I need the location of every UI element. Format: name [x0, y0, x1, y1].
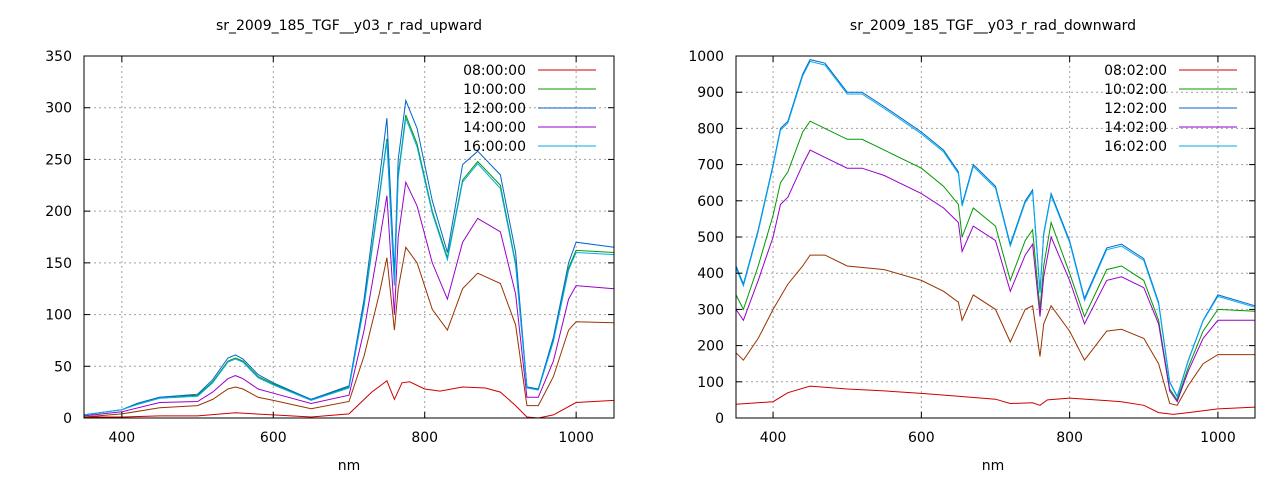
series-line-4: [83, 117, 615, 416]
series-line-3: [735, 149, 1255, 403]
y-tick-label: 50: [54, 359, 72, 375]
y-tick-label: 250: [45, 152, 72, 168]
legend-label: 14:00:00: [463, 120, 526, 136]
x-tick-label: 400: [760, 430, 787, 446]
legend-label: 10:02:00: [1104, 82, 1167, 98]
series-line-5: [735, 254, 1255, 406]
y-tick-label: 150: [45, 256, 72, 272]
y-tick-label: 600: [697, 194, 724, 210]
x-axis-label: nm: [338, 458, 361, 474]
series-line-0: [735, 385, 1256, 415]
y-tick-label: 1000: [688, 49, 724, 65]
chart-title: sr_2009_185_TGF__y03_r_rad_downward: [850, 18, 1136, 34]
y-tick-label: 400: [697, 266, 724, 282]
legend-label: 16:02:00: [1104, 139, 1167, 155]
x-tick-label: 600: [908, 430, 935, 446]
series-line-0: [84, 380, 615, 419]
series-line-3: [83, 180, 615, 417]
y-tick-label: 700: [697, 158, 724, 174]
series-line-1: [735, 120, 1256, 402]
x-tick-label: 1000: [1200, 430, 1236, 446]
series-line-1: [83, 114, 615, 416]
y-tick-label: 100: [697, 375, 724, 391]
plot-frame: [83, 55, 615, 419]
series-line-5: [83, 246, 615, 418]
x-tick-label: 800: [1056, 430, 1083, 446]
y-tick-label: 300: [45, 101, 72, 117]
legend-label: 10:00:00: [463, 82, 526, 98]
x-tick-label: 600: [260, 430, 287, 446]
legend-label: 12:02:00: [1104, 101, 1167, 117]
x-tick-label: 1000: [558, 430, 594, 446]
series-line-4: [735, 60, 1256, 399]
y-tick-label: 200: [45, 204, 72, 220]
legend-label: 08:00:00: [463, 63, 526, 79]
y-tick-label: 0: [715, 411, 724, 427]
y-tick-label: 200: [697, 339, 724, 355]
legend-label: 16:00:00: [463, 139, 526, 155]
series-line-2: [83, 98, 615, 416]
y-tick-label: 0: [63, 411, 72, 427]
y-tick-label: 500: [697, 230, 724, 246]
x-tick-label: 800: [411, 430, 438, 446]
legend-label: 14:02:00: [1104, 120, 1167, 136]
legend-label: 12:00:00: [463, 101, 526, 117]
y-tick-label: 100: [45, 308, 72, 324]
x-tick-label: 400: [108, 430, 135, 446]
legend-label: 08:02:00: [1104, 63, 1167, 79]
y-tick-label: 300: [697, 302, 724, 318]
y-tick-label: 350: [45, 49, 72, 65]
chart-title: sr_2009_185_TGF__y03_r_rad_upward: [216, 18, 482, 34]
chart-downward: sr_2009_185_TGF__y03_r_rad_downward nm 4…: [688, 18, 1256, 474]
chart-upward: sr_2009_185_TGF__y03_r_rad_upward nm 400…: [45, 18, 615, 474]
y-tick-label: 900: [697, 85, 724, 101]
y-tick-label: 800: [697, 121, 724, 137]
x-axis-label: nm: [982, 458, 1005, 474]
